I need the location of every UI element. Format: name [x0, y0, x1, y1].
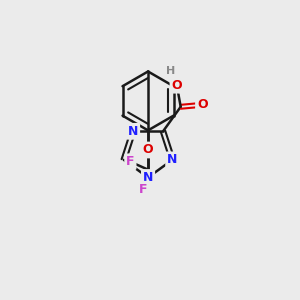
Text: N: N — [128, 125, 138, 138]
Text: N: N — [143, 171, 153, 184]
Text: O: O — [197, 98, 208, 111]
Text: O: O — [172, 79, 182, 92]
Text: O: O — [143, 143, 153, 157]
Text: N: N — [167, 153, 178, 166]
Text: F: F — [126, 155, 135, 168]
Text: H: H — [166, 66, 176, 76]
Text: F: F — [139, 183, 147, 196]
